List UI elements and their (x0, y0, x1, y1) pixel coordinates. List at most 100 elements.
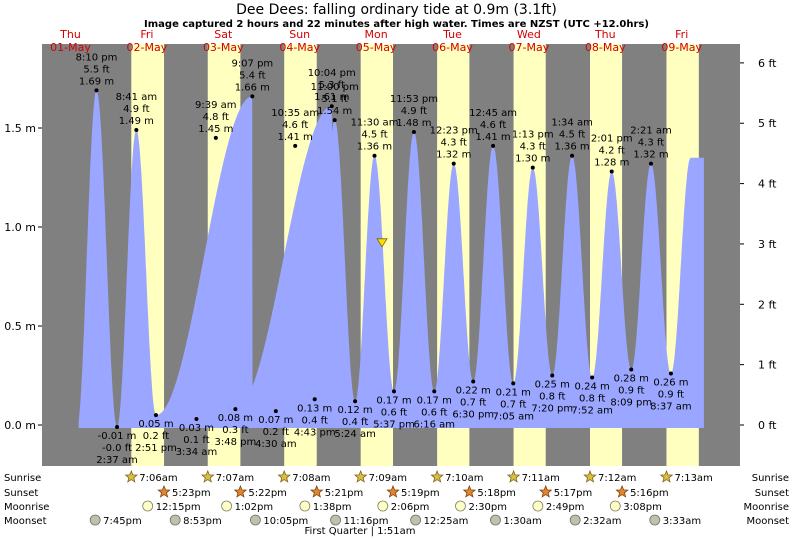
low-tide-feet-label: 0.2 ft (263, 427, 289, 438)
day-date-label: 04-May (279, 41, 320, 54)
high-tide-meters-label: 1.61 m (314, 92, 349, 103)
sunrise-icon (506, 469, 521, 483)
high-tide-point (451, 161, 456, 166)
low-tide-feet-label: 0.4 ft (342, 417, 368, 428)
high-tide-feet-label: 5.5 ft (83, 64, 109, 75)
sunrise-time: 7:12am (598, 473, 636, 484)
y-right-tick-label: 5 ft (758, 117, 777, 130)
moonrise-icon (299, 500, 311, 512)
low-tide-time-label: 5:37 pm (373, 419, 415, 430)
sunset-time: 5:23pm (172, 488, 211, 499)
y-right-tick-label: 2 ft (758, 298, 777, 311)
low-tide-time-label: 8:37 am (650, 402, 692, 413)
sunset-icon (386, 484, 400, 498)
low-tide-point (391, 389, 396, 394)
moonrise-time: 1:02pm (235, 502, 274, 513)
moonset-time: 7:45pm (103, 516, 142, 527)
moonrise-icon (609, 500, 621, 512)
high-tide-time-label: 11:00 pm (311, 82, 359, 93)
moonset-time: 11:16pm (344, 516, 389, 527)
y-right-tick-label: 3 ft (758, 238, 777, 251)
y-left-tick-label: 0.0 m (4, 419, 36, 432)
day-date-label: 03-May (203, 41, 244, 54)
sunrise-time: 7:06am (139, 473, 177, 484)
low-tide-meters-label: 0.05 m (138, 419, 173, 430)
row-label-right-moonrise: Moonrise (744, 502, 789, 513)
high-tide-time-label: 10:04 pm (308, 68, 356, 79)
moonrise-time: 1:38pm (313, 502, 352, 513)
row-label-right-moonset: Moonset (747, 516, 790, 527)
low-tide-time-label: 2:37 am (96, 455, 138, 466)
day-date-label: 08-May (585, 41, 626, 54)
moonset-time: 3:33am (663, 516, 701, 527)
high-tide-time-label: 11:53 pm (390, 94, 438, 105)
low-tide-meters-label: 0.17 m (376, 395, 411, 406)
low-tide-meters-label: 0.25 m (535, 380, 570, 391)
sunset-time: 5:19pm (401, 488, 440, 499)
high-tide-time-label: 10:35 am (271, 108, 319, 119)
high-tide-meters-label: 1.32 m (436, 150, 471, 161)
day-date-label: 02-May (127, 41, 168, 54)
high-tide-time-label: 9:39 am (195, 100, 237, 111)
low-tide-feet-label: 0.6 ft (381, 407, 407, 418)
sunset-icon (538, 484, 553, 498)
high-tide-time-label: 8:41 am (116, 92, 158, 103)
high-tide-meters-label: 1.30 m (515, 154, 550, 165)
moonset-time: 12:25am (424, 516, 469, 527)
low-tide-time-label: 5:24 am (334, 429, 376, 440)
high-tide-point (648, 161, 653, 166)
row-label-left-sunrise: Sunrise (4, 473, 41, 484)
high-tide-time-label: 9:07 pm (231, 58, 273, 69)
low-tide-time-label: 8:09 pm (610, 398, 652, 409)
moonset-icon (330, 514, 341, 526)
day-of-week-label: Mon (364, 28, 387, 41)
low-tide-time-label: 3:34 am (176, 447, 218, 458)
high-tide-feet-label: 4.6 ft (480, 120, 506, 131)
low-tide-feet-label: 0.9 ft (618, 386, 644, 397)
day-of-week-label: Thu (59, 28, 81, 41)
day-of-week-label: Wed (517, 28, 541, 41)
low-tide-point (511, 381, 516, 386)
low-tide-point (233, 407, 238, 412)
low-tide-time-label: 6:30 pm (452, 409, 494, 420)
low-tide-point (668, 371, 673, 376)
sunrise-time: 7:13am (674, 473, 712, 484)
high-tide-feet-label: 4.8 ft (203, 112, 229, 123)
high-tide-point (530, 165, 535, 170)
low-tide-time-label: 7:52 am (571, 405, 613, 416)
low-tide-meters-label: 0.17 m (417, 395, 452, 406)
y-right-tick-label: 1 ft (758, 359, 777, 372)
low-tide-time-label: 7:05 am (492, 411, 534, 422)
high-tide-time-label: 12:45 am (469, 108, 517, 119)
day-of-week-label: Fri (675, 28, 688, 41)
low-tide-point (353, 399, 358, 404)
sunset-time: 5:17pm (554, 488, 593, 499)
sunset-time: 5:21pm (325, 488, 364, 499)
high-tide-feet-label: 5.3 ft (319, 80, 345, 91)
day-date-label: 07-May (509, 41, 550, 54)
sunrise-time: 7:11am (522, 473, 560, 484)
moonset-icon (249, 514, 261, 526)
high-tide-point (329, 104, 334, 109)
row-label-left-sunset: Sunset (4, 488, 38, 499)
low-tide-point (312, 397, 317, 402)
high-tide-feet-label: 5.4 ft (239, 70, 265, 81)
high-tide-point (372, 153, 377, 158)
high-tide-meters-label: 1.69 m (79, 76, 114, 87)
high-tide-point (491, 143, 496, 148)
tide-area (78, 90, 704, 429)
low-tide-feet-label: 0.8 ft (539, 392, 565, 403)
high-tide-time-label: 1:34 am (551, 118, 593, 129)
high-tide-meters-label: 1.32 m (633, 150, 668, 161)
moonrise-icon (455, 500, 466, 512)
sunset-time: 5:16pm (630, 488, 669, 499)
sunrise-time: 7:09am (369, 473, 407, 484)
moonset-time: 1:30am (503, 516, 541, 527)
moonrise-icon (377, 500, 389, 512)
day-of-week-label: Tue (442, 28, 462, 41)
low-tide-point (115, 424, 120, 429)
chart-title: Dee Dees: falling ordinary tide at 0.9m … (236, 2, 557, 18)
y-right-tick-label: 4 ft (758, 178, 777, 191)
moonset-icon (649, 514, 661, 526)
